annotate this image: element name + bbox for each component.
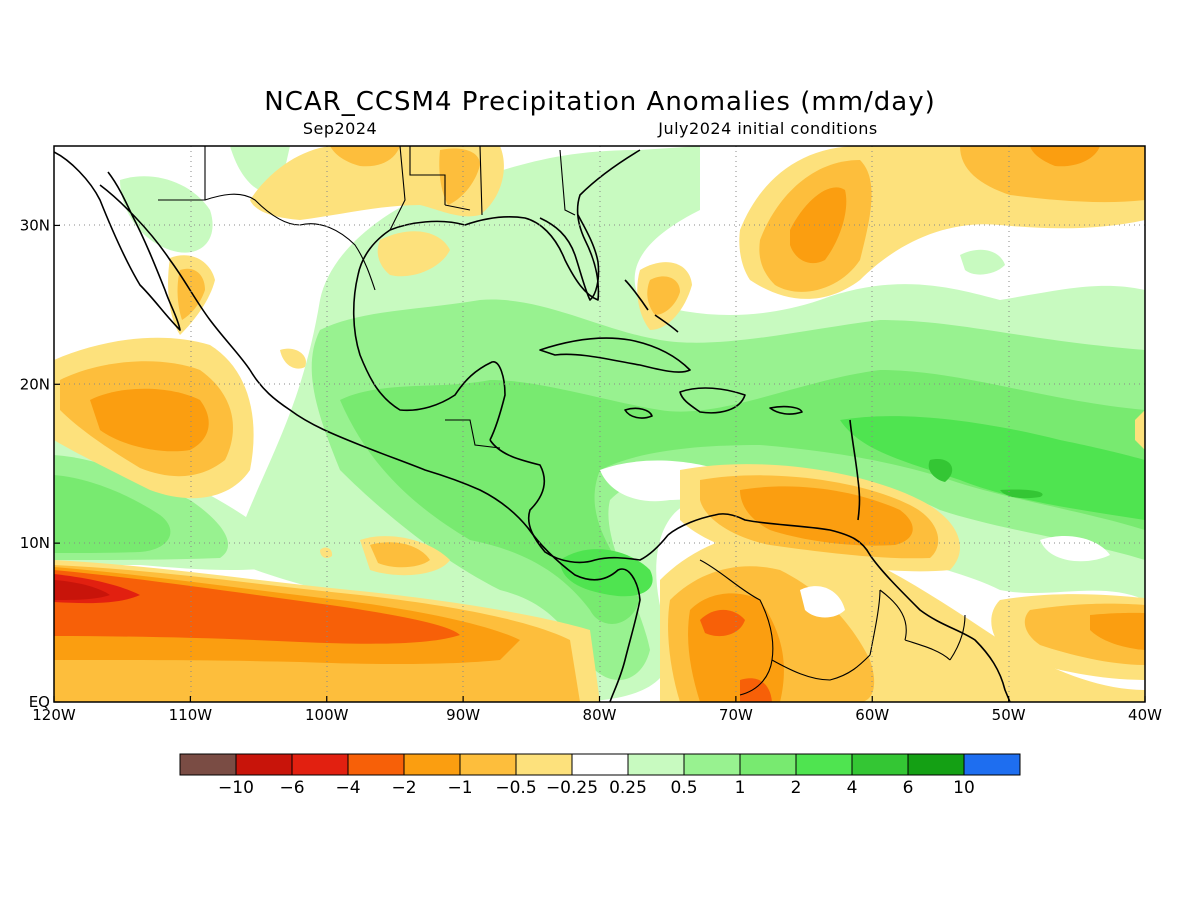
y-tick-label: 10N <box>20 534 50 552</box>
forecast-month: Sep2024 <box>303 119 377 138</box>
legend-swatch <box>627 753 685 776</box>
x-tick-label: 100W <box>305 706 349 724</box>
color-legend: −10 −6 −4 −2 −1 −0.5 −0.25 0.25 0.5 1 2 4 6 10 <box>179 753 1021 798</box>
legend-swatch <box>963 753 1021 776</box>
x-tick-label: 90W <box>446 706 480 724</box>
legend-swatch <box>179 753 237 776</box>
anomaly-field <box>54 146 1145 702</box>
legend-label: −4 <box>335 778 360 798</box>
y-tick-label: 30N <box>20 216 50 234</box>
coastlines <box>54 146 1011 702</box>
legend-swatch <box>291 753 349 776</box>
legend-swatch <box>739 753 797 776</box>
legend-label: −0.25 <box>546 778 598 798</box>
legend-swatch <box>235 753 293 776</box>
x-axis: 120W 110W 100W 90W 80W 70W 60W 50W 40W <box>32 696 1162 724</box>
y-axis: EQ 10N 20N 30N <box>20 216 60 711</box>
x-tick-label: 120W <box>32 706 76 724</box>
legend-swatch <box>907 753 965 776</box>
graticule <box>54 146 1145 702</box>
x-tick-label: 50W <box>992 706 1026 724</box>
legend-label: 0.5 <box>670 778 697 798</box>
x-tick-label: 110W <box>169 706 213 724</box>
legend-label: 4 <box>847 778 858 798</box>
x-tick-label: 40W <box>1128 706 1162 724</box>
legend-label: 0.25 <box>609 778 647 798</box>
x-tick-label: 70W <box>719 706 753 724</box>
legend-swatch <box>851 753 909 776</box>
legend-label: 6 <box>903 778 914 798</box>
legend-label: 2 <box>791 778 802 798</box>
legend-label: −2 <box>391 778 416 798</box>
y-tick-label: 20N <box>20 375 50 393</box>
legend-label: −0.5 <box>495 778 536 798</box>
y-tick-label: EQ <box>29 693 50 711</box>
x-tick-label: 60W <box>855 706 889 724</box>
legend-swatch <box>683 753 741 776</box>
legend-swatch <box>347 753 405 776</box>
legend-swatch <box>795 753 853 776</box>
legend-label: 10 <box>953 778 975 798</box>
initial-conditions: July2024 initial conditions <box>657 119 877 138</box>
legend-swatch <box>515 753 573 776</box>
legend-swatch <box>459 753 517 776</box>
legend-swatch <box>403 753 461 776</box>
legend-label: −6 <box>279 778 304 798</box>
legend-label: −10 <box>218 778 254 798</box>
map-title: NCAR_CCSM4 Precipitation Anomalies (mm/d… <box>264 87 936 117</box>
legend-label: −1 <box>447 778 472 798</box>
legend-swatch <box>571 753 629 776</box>
legend-label: 1 <box>735 778 746 798</box>
x-tick-label: 80W <box>583 706 617 724</box>
